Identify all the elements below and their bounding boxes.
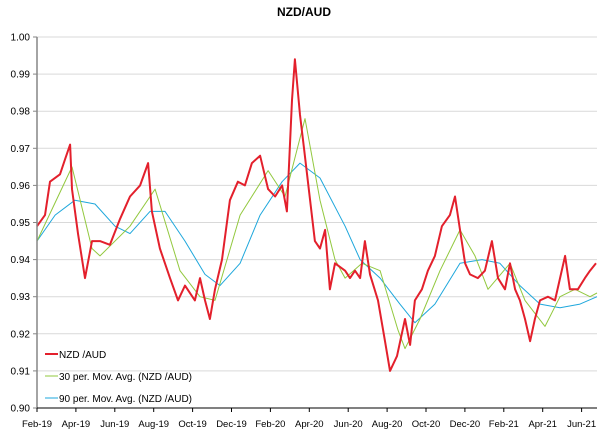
y-tick-label: 0.95	[11, 218, 31, 229]
y-tick-label: 0.90	[11, 404, 31, 415]
x-tick-label: Feb-20	[255, 419, 285, 430]
legend-label: 30 per. Mov. Avg. (NZD /AUD)	[59, 372, 192, 383]
series-line-2	[36, 162, 598, 324]
y-tick-label: 0.99	[11, 70, 31, 81]
x-tick-label: Dec-19	[216, 419, 247, 430]
y-tick-label: 0.92	[11, 329, 31, 340]
x-tick-label: Feb-19	[22, 419, 52, 430]
x-tick-label: Oct-20	[412, 419, 441, 430]
y-tick-label: 0.96	[11, 181, 31, 192]
x-tick-label: Jun-20	[334, 419, 363, 430]
y-tick-label: 0.94	[11, 255, 31, 266]
x-tick-label: Jun-19	[100, 419, 129, 430]
series-line-1	[36, 118, 598, 350]
y-tick-label: 0.97	[11, 144, 31, 155]
x-tick-label: Jun-21	[567, 419, 596, 430]
y-tick-label: 0.93	[11, 292, 31, 303]
y-tick-label: 0.91	[11, 366, 31, 377]
y-tick-label: 1.00	[11, 33, 31, 44]
x-tick-label: Apr-19	[62, 419, 91, 430]
legend-label: NZD /AUD	[59, 350, 106, 361]
legend-label: 90 per. Mov. Avg. (NZD /AUD)	[59, 394, 192, 405]
x-tick-label: Apr-20	[295, 419, 324, 430]
x-tick-label: Oct-19	[178, 419, 207, 430]
x-tick-label: Apr-21	[528, 419, 557, 430]
chart-title: NZD/AUD	[277, 5, 331, 19]
x-tick-label: Aug-19	[138, 419, 169, 430]
x-tick-label: Feb-21	[489, 419, 519, 430]
y-tick-label: 0.98	[11, 107, 31, 118]
x-tick-label: Aug-20	[372, 419, 403, 430]
series-line-0	[36, 58, 597, 372]
x-tick-label: Dec-20	[450, 419, 481, 430]
